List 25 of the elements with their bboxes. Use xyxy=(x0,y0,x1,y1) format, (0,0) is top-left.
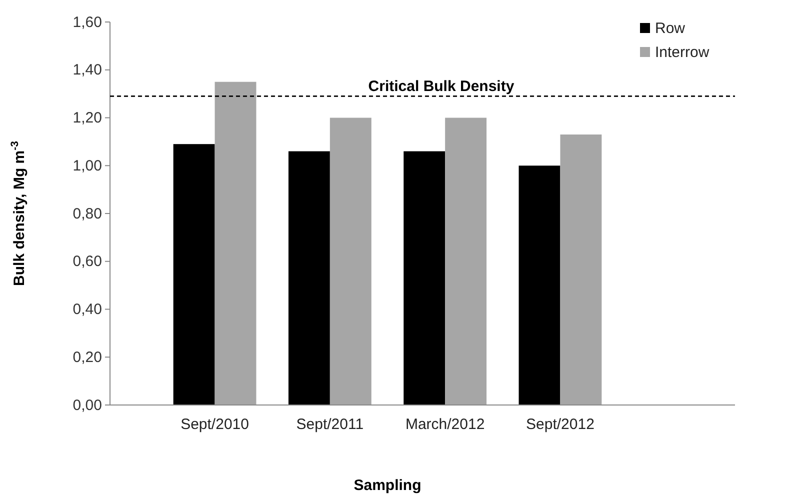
y-tick-label: 1,20 xyxy=(72,110,102,127)
y-tick-label: 0,20 xyxy=(72,348,102,366)
x-tick-label: March/2012 xyxy=(405,416,485,433)
bar xyxy=(445,118,487,405)
y-tick-label: 0,80 xyxy=(72,205,102,222)
x-axis-title: Sampling xyxy=(354,477,422,494)
x-tick-label: Sept/2011 xyxy=(296,416,364,433)
bar xyxy=(560,134,602,405)
y-tick-label: 1,60 xyxy=(72,14,102,31)
bar xyxy=(518,166,560,405)
y-tick-label: 1,40 xyxy=(72,62,102,79)
bar xyxy=(404,151,446,405)
y-tick-label: 0,60 xyxy=(72,253,102,270)
bar xyxy=(173,144,215,405)
bar xyxy=(288,151,330,405)
x-tick-label: Sept/2010 xyxy=(180,416,249,433)
y-tick-label: 1,00 xyxy=(72,157,102,174)
x-tick-label: Sept/2012 xyxy=(526,416,594,433)
bar xyxy=(214,82,256,405)
ref-line-label: Critical Bulk Density xyxy=(368,78,515,96)
y-tick-label: 0,00 xyxy=(72,396,102,414)
bar xyxy=(330,118,372,405)
legend-label: Row xyxy=(655,20,686,37)
legend-label: Interrow xyxy=(655,44,710,61)
y-tick-label: 0,40 xyxy=(72,301,102,318)
